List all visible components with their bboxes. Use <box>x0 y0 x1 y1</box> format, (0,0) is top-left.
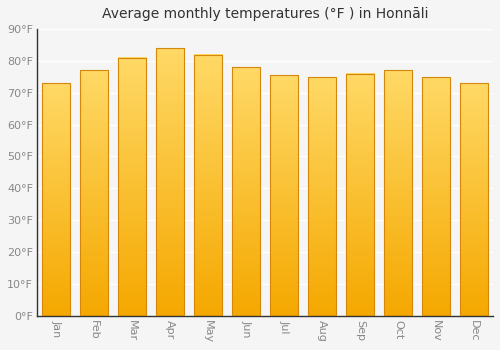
Bar <box>384 70 412 316</box>
Bar <box>118 58 146 316</box>
Bar <box>156 48 184 316</box>
Bar <box>308 77 336 316</box>
Bar <box>460 83 488 316</box>
Bar <box>270 75 298 316</box>
Bar <box>42 83 70 316</box>
Bar <box>422 77 450 316</box>
Bar <box>232 67 260 316</box>
Bar <box>346 74 374 316</box>
Title: Average monthly temperatures (°F ) in Honnāli: Average monthly temperatures (°F ) in Ho… <box>102 7 428 21</box>
Bar <box>194 55 222 316</box>
Bar <box>80 70 108 316</box>
